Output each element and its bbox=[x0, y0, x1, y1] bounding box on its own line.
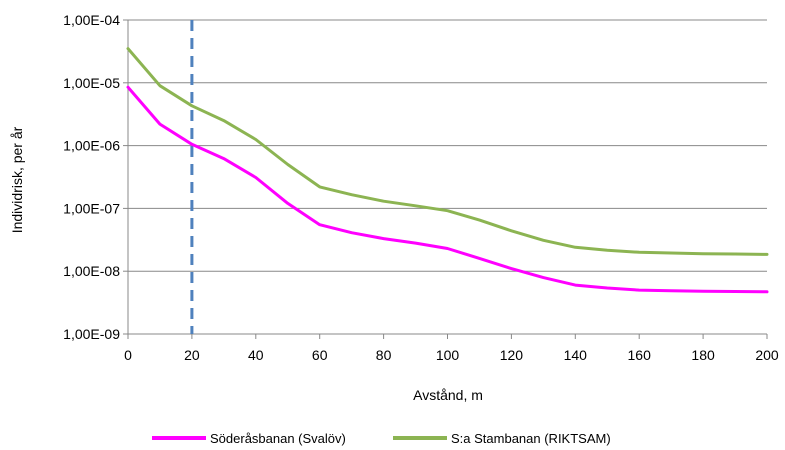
y-tick-label: 1,00E-09 bbox=[63, 326, 120, 342]
x-axis-title: Avstånd, m bbox=[413, 387, 483, 403]
x-tick-labels: 0 20 40 60 80 100 120 140 160 180 200 bbox=[124, 347, 779, 363]
series-lines bbox=[126, 47, 769, 294]
x-tick-label: 20 bbox=[184, 347, 200, 363]
x-tick-label: 200 bbox=[755, 347, 779, 363]
legend: Söderåsbanan (Svalöv) S:a Stambanan (RIKT… bbox=[152, 431, 611, 446]
y-tick-label: 1,00E-05 bbox=[63, 75, 120, 91]
y-tick-label: 1,00E-08 bbox=[63, 263, 120, 279]
x-tick-label: 0 bbox=[124, 347, 132, 363]
x-tick-label: 160 bbox=[628, 347, 652, 363]
series-line-1 bbox=[126, 85, 769, 294]
x-tick-label: 120 bbox=[500, 347, 524, 363]
legend-label-1: Söderåsbanan (Svalöv) bbox=[210, 431, 346, 446]
x-tick-label: 80 bbox=[376, 347, 392, 363]
x-tick-label: 140 bbox=[564, 347, 588, 363]
y-tick-label: 1,00E-04 bbox=[63, 12, 120, 28]
y-tick-labels: 1,00E-09 1,00E-08 1,00E-07 1,00E-06 1,00E-05… bbox=[63, 12, 120, 342]
axes bbox=[123, 19, 768, 339]
series-line-2 bbox=[126, 47, 769, 256]
x-tick-label: 60 bbox=[312, 347, 328, 363]
legend-label-2: S:a Stambanan (RIKTSAM) bbox=[451, 431, 611, 446]
x-tick-label: 180 bbox=[691, 347, 715, 363]
y-axis-title: Individrisk, per år bbox=[9, 126, 25, 233]
y-tick-label: 1,00E-06 bbox=[63, 138, 120, 154]
x-tick-label: 40 bbox=[248, 347, 264, 363]
x-tick-label: 100 bbox=[436, 347, 460, 363]
grid-lines bbox=[128, 19, 767, 272]
y-tick-label: 1,00E-07 bbox=[63, 200, 120, 216]
